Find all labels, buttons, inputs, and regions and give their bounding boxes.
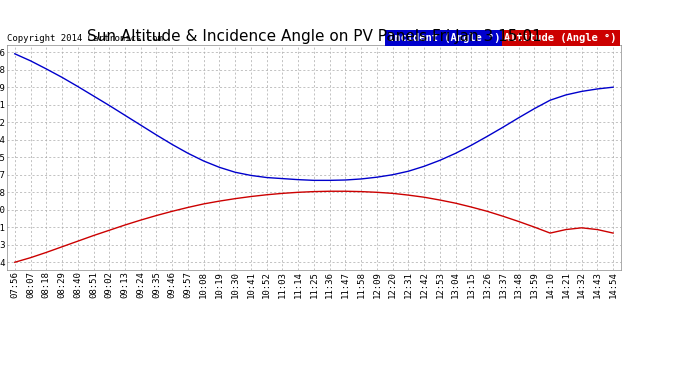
Text: Copyright 2014 Cartronics.com: Copyright 2014 Cartronics.com	[7, 34, 163, 43]
Text: Incident (Angle °): Incident (Angle °)	[388, 33, 500, 43]
Title: Sun Altitude & Incidence Angle on PV Panels Fri Jan 3 15:01: Sun Altitude & Incidence Angle on PV Pan…	[86, 29, 542, 44]
Text: Altitude (Angle °): Altitude (Angle °)	[504, 33, 617, 43]
